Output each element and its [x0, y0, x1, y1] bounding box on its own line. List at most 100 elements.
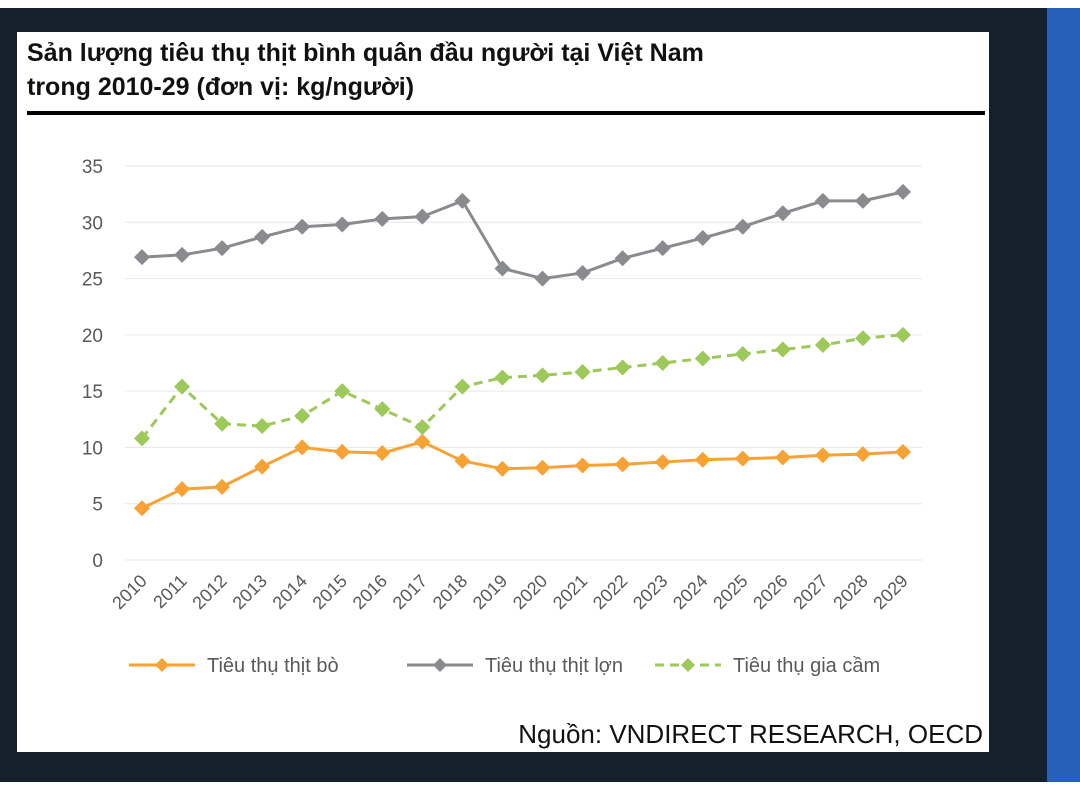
- x-tick-label: 2012: [188, 571, 230, 613]
- data-point: [374, 401, 391, 418]
- data-point: [734, 345, 751, 362]
- y-tick-label: 20: [82, 326, 103, 347]
- title-line-1: Sản lượng tiêu thụ thịt bình quân đầu ng…: [27, 39, 704, 67]
- data-point: [214, 478, 231, 495]
- data-point: [454, 378, 471, 395]
- data-point: [214, 240, 231, 257]
- data-point: [334, 383, 351, 400]
- x-tick-label: 2019: [469, 571, 511, 613]
- data-point: [814, 192, 831, 209]
- legend-marker: [155, 658, 169, 672]
- data-point: [774, 205, 791, 222]
- data-point: [654, 240, 671, 257]
- x-tick-label: 2018: [429, 571, 471, 613]
- x-tick-label: 2027: [789, 571, 831, 613]
- data-point: [494, 369, 511, 386]
- data-point: [454, 192, 471, 209]
- x-tick-label: 2015: [309, 571, 351, 613]
- x-tick-label: 2014: [269, 571, 311, 613]
- data-point: [494, 460, 511, 477]
- series-line-0: [141, 440, 904, 510]
- data-point: [814, 447, 831, 464]
- source-note: Nguồn: VNDIRECT RESEARCH, OECD: [518, 719, 983, 749]
- y-tick-label: 30: [82, 213, 103, 234]
- x-tick-label: 2029: [869, 571, 911, 613]
- blue-side-bar: [1047, 8, 1080, 782]
- title-divider: [27, 111, 985, 115]
- data-point: [774, 341, 791, 358]
- y-tick-label: 25: [82, 270, 103, 291]
- data-point: [574, 457, 591, 474]
- data-point: [895, 326, 911, 343]
- legend-label: Tiêu thụ gia cầm: [733, 655, 880, 677]
- chart-card: Sản lượng tiêu thụ thịt bình quân đầu ng…: [17, 32, 989, 752]
- legend-marker: [681, 658, 695, 672]
- data-point: [134, 430, 150, 447]
- y-tick-label: 0: [92, 551, 103, 572]
- data-point: [254, 418, 271, 435]
- x-tick-label: 2021: [549, 571, 591, 613]
- data-point: [854, 192, 871, 209]
- data-point: [654, 454, 671, 471]
- data-point: [174, 378, 191, 395]
- y-tick-label: 15: [82, 382, 103, 403]
- legend-label: Tiêu thụ thịt lợn: [485, 655, 623, 677]
- x-tick-label: 2017: [389, 571, 431, 613]
- x-tick-label: 2023: [629, 571, 671, 613]
- data-point: [574, 364, 591, 381]
- data-point: [734, 450, 751, 467]
- data-point: [454, 452, 471, 469]
- data-point: [294, 407, 311, 424]
- data-point: [174, 481, 191, 498]
- data-point: [694, 230, 711, 247]
- data-point: [814, 336, 831, 353]
- y-tick-label: 35: [82, 157, 103, 178]
- data-point: [534, 270, 551, 287]
- x-tick-label: 2013: [229, 571, 271, 613]
- legend-marker: [433, 658, 447, 672]
- data-point: [214, 415, 231, 432]
- data-point: [574, 264, 591, 281]
- y-tick-label: 5: [92, 495, 103, 516]
- x-tick-label: 2024: [669, 571, 711, 613]
- x-tick-label: 2016: [349, 571, 391, 613]
- data-point: [254, 228, 271, 245]
- data-point: [654, 355, 671, 371]
- data-point: [694, 451, 711, 468]
- data-point: [294, 218, 311, 235]
- data-point: [854, 330, 871, 347]
- data-point: [174, 246, 191, 263]
- data-point: [414, 208, 431, 225]
- data-point: [614, 250, 631, 267]
- data-point: [534, 367, 551, 384]
- y-tick-label: 10: [82, 438, 103, 459]
- title-line-2: trong 2010-29 (đơn vị: kg/người): [27, 73, 415, 101]
- x-tick-label: 2026: [749, 571, 791, 613]
- series-line-1: [141, 190, 904, 281]
- data-point: [294, 439, 311, 456]
- data-point: [134, 249, 150, 266]
- data-point: [334, 443, 351, 460]
- legend-label: Tiêu thụ thịt bò: [207, 655, 339, 677]
- data-point: [895, 443, 911, 460]
- x-tick-label: 2020: [509, 571, 551, 613]
- data-point: [534, 459, 551, 476]
- data-point: [414, 419, 431, 436]
- data-point: [334, 216, 351, 233]
- data-point: [254, 458, 271, 475]
- x-tick-label: 2025: [709, 571, 751, 613]
- x-tick-label: 2010: [108, 571, 150, 613]
- data-point: [734, 218, 751, 235]
- x-tick-label: 2028: [829, 571, 871, 613]
- data-point: [494, 260, 511, 277]
- x-tick-label: 2011: [149, 571, 191, 613]
- data-point: [374, 445, 391, 462]
- data-point: [614, 359, 631, 376]
- data-point: [895, 183, 911, 200]
- data-point: [374, 210, 391, 227]
- data-point: [854, 446, 871, 463]
- data-point: [414, 433, 431, 450]
- data-point: [134, 500, 150, 517]
- line-chart: 0510152025303520102011201220132014201520…: [82, 157, 922, 677]
- chart-title: Sản lượng tiêu thụ thịt bình quân đầu ng…: [27, 36, 967, 104]
